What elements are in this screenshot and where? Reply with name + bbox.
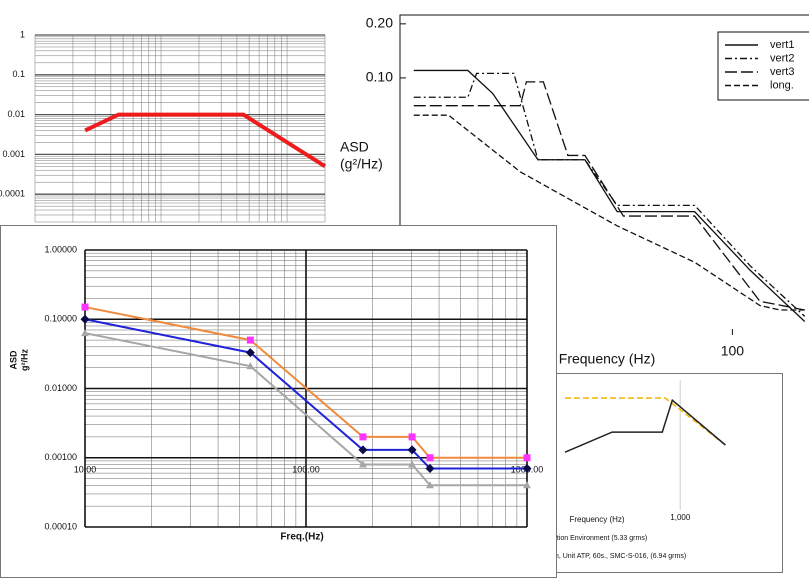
y-tick-label: 0.0001 bbox=[0, 189, 25, 199]
marker bbox=[80, 314, 90, 324]
y-tick-label: 0.001 bbox=[2, 149, 25, 159]
marker bbox=[358, 445, 368, 455]
y-tick-label: 0.01 bbox=[7, 109, 25, 119]
x-tick-label: 1,000 bbox=[670, 513, 691, 522]
chart-panel: 1.00000 0.10000 0.01000 0.00100 0.00010 10.00… bbox=[0, 225, 557, 578]
y-axis-label: (g²/Hz) bbox=[340, 156, 383, 172]
y-axis-label: g²/Hz bbox=[19, 349, 29, 371]
x-axis-label: Freq.(Hz) bbox=[280, 532, 323, 543]
x-tick-label: 10.00 bbox=[74, 464, 97, 474]
y-tick-label: 1 bbox=[20, 29, 25, 39]
data-line bbox=[84, 318, 527, 470]
y-tick-label: 1.00000 bbox=[44, 244, 77, 254]
y-tick-label: 0.10 bbox=[366, 69, 393, 85]
y-tick-label: 0.20 bbox=[366, 15, 393, 31]
legend-label: vert3 bbox=[770, 66, 794, 78]
marker bbox=[523, 481, 531, 489]
legend-label: vert2 bbox=[770, 52, 794, 64]
panel-border bbox=[0, 225, 557, 578]
x-tick-label: 100 bbox=[721, 343, 745, 359]
data-line bbox=[413, 69, 806, 322]
x-axis-label: Frequency (Hz) bbox=[559, 351, 655, 367]
data-line bbox=[84, 112, 327, 169]
marker bbox=[359, 433, 367, 441]
legend-label: vert1 bbox=[770, 39, 794, 51]
y-axis-label: ASD bbox=[340, 139, 369, 155]
y-tick-label: 0.10000 bbox=[44, 314, 77, 324]
data-line bbox=[413, 114, 805, 311]
legend-label: m, Unit ATP, 60s., SMC-S-016, (6.94 grms… bbox=[553, 553, 686, 560]
marker bbox=[246, 362, 255, 370]
marker bbox=[81, 329, 89, 337]
marker bbox=[522, 463, 532, 473]
y-axis-label: ASD bbox=[8, 350, 18, 370]
marker bbox=[426, 454, 434, 462]
marker bbox=[407, 445, 417, 455]
marker bbox=[426, 481, 435, 489]
y-tick-label: 0.00010 bbox=[44, 521, 77, 531]
data-line bbox=[564, 398, 726, 453]
marker bbox=[523, 454, 531, 462]
marker bbox=[358, 460, 367, 468]
data-line bbox=[84, 332, 527, 487]
legend-box bbox=[717, 31, 809, 101]
marker bbox=[425, 463, 435, 473]
marker bbox=[81, 303, 89, 311]
x-tick-label: 100.00 bbox=[292, 464, 320, 474]
legend-label: ation Environment (5.33 grms) bbox=[553, 535, 647, 542]
x-axis-label: Frequency (Hz) bbox=[569, 515, 624, 524]
data-line bbox=[413, 72, 806, 317]
y-tick-label: 0.1 bbox=[12, 69, 25, 79]
marker bbox=[246, 336, 254, 344]
chart-panel: 1 0.1 0.01 0.001 0.0001 bbox=[0, 0, 340, 225]
marker bbox=[408, 460, 417, 468]
marker bbox=[408, 433, 416, 441]
data-line bbox=[565, 397, 726, 446]
legend-label: long. bbox=[770, 79, 794, 91]
marker bbox=[245, 348, 255, 358]
data-line bbox=[84, 306, 527, 459]
y-tick-label: 0.01000 bbox=[44, 383, 77, 393]
y-tick-label: 0.00100 bbox=[44, 452, 77, 462]
data-line bbox=[413, 81, 805, 311]
